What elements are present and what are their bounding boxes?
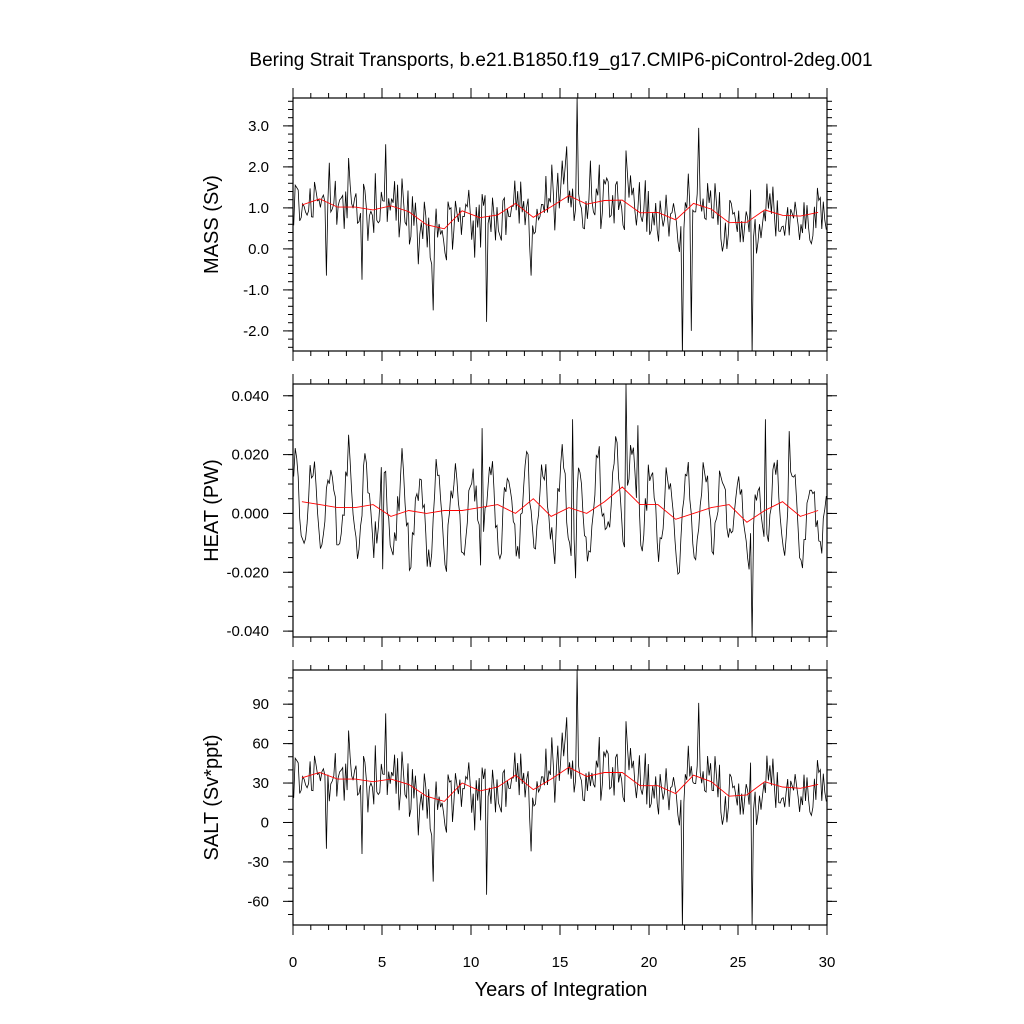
y-axis-label: SALT (Sv*ppt) xyxy=(201,735,223,861)
annual-mean-line xyxy=(301,766,819,802)
panel-salt: 90 60 30 0 -30 -60 SALT (Sv*ppt) xyxy=(201,660,837,935)
panel-mass: 3.0 2.0 1.0 0.0 -1.0 -2.0 MASS (Sv) xyxy=(201,88,837,361)
y-axis-label: MASS (Sv) xyxy=(201,175,223,274)
y-tick-label: 2.0 xyxy=(248,159,269,176)
plot-frame xyxy=(292,383,828,638)
y-axis-label: HEAT (PW) xyxy=(201,459,223,562)
x-tick-label: 5 xyxy=(378,954,386,971)
y-tick-label: -60 xyxy=(247,893,269,910)
y-tick-label: 30 xyxy=(252,775,269,792)
y-tick-label: 0.0 xyxy=(248,241,269,258)
y-tick-label: 1.0 xyxy=(248,200,269,217)
monthly-series-line xyxy=(293,98,827,351)
chart-title: Bering Strait Transports, b.e21.B1850.f1… xyxy=(249,50,872,71)
x-tick-label: 20 xyxy=(641,954,658,971)
y-tick-label: 0.020 xyxy=(231,447,269,464)
x-tick-label: 0 xyxy=(289,954,297,971)
monthly-series-line xyxy=(293,670,827,925)
y-tick-label: 90 xyxy=(252,696,269,713)
y-tick-label: 0 xyxy=(261,814,269,831)
annual-mean-line xyxy=(301,486,819,523)
y-tick-label: -2.0 xyxy=(243,323,269,340)
x-tick-label: 10 xyxy=(463,954,480,971)
annual-mean-line xyxy=(301,195,819,230)
panel-heat: 0.040 0.020 0.000 -0.020 -0.040 HEAT (PW) xyxy=(201,374,837,647)
y-tick-label: 60 xyxy=(252,736,269,753)
y-tick-label: -30 xyxy=(247,854,269,871)
x-tick-label: 15 xyxy=(552,954,569,971)
y-tick-label: -0.020 xyxy=(226,564,269,581)
y-tick-label: -1.0 xyxy=(243,282,269,299)
y-tick-label: -0.040 xyxy=(226,623,269,640)
monthly-series-line xyxy=(293,384,827,637)
x-tick-label: 25 xyxy=(730,954,747,971)
y-tick-label: 3.0 xyxy=(248,118,269,135)
y-tick-label: 0.000 xyxy=(231,505,269,522)
y-tick-label: 0.040 xyxy=(231,388,269,405)
x-tick-label: 30 xyxy=(819,954,836,971)
x-axis-label: Years of Integration xyxy=(475,979,648,1001)
